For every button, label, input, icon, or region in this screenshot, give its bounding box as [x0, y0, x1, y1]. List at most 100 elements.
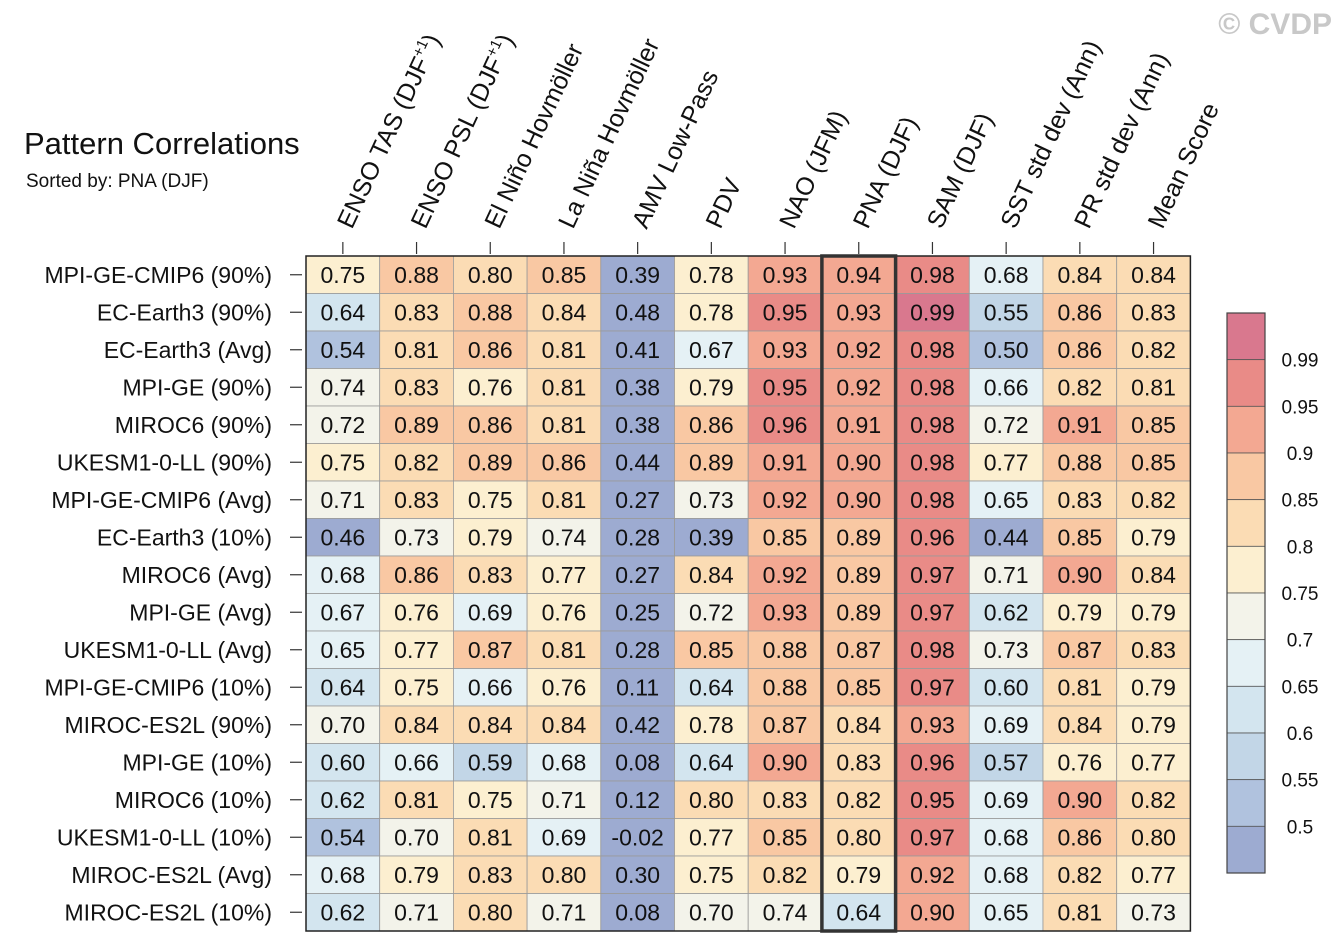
heatmap-cell: [1116, 518, 1191, 557]
watermark: © CVDP: [1218, 8, 1332, 41]
heatmap-cell: [968, 555, 1044, 594]
heatmap-cell: [1042, 330, 1118, 369]
cell-value: 0.62: [984, 599, 1029, 625]
cell-value: 0.80: [689, 787, 734, 813]
heatmap-cell: [526, 368, 602, 407]
cell-value: 0.91: [1057, 412, 1102, 438]
heatmap-cell: [452, 405, 528, 444]
cell-value: 0.79: [468, 524, 513, 550]
heatmap-cell: [305, 780, 381, 819]
heatmap-cell: [747, 330, 823, 369]
heatmap-cell: [1116, 705, 1191, 744]
heatmap-cell: [674, 368, 749, 407]
cell-value: 0.81: [394, 337, 439, 363]
heatmap-cell: [305, 555, 381, 594]
cell-value: 0.77: [1131, 749, 1176, 775]
cell-value: 0.82: [1131, 787, 1176, 813]
cell-value: 0.89: [836, 524, 881, 550]
cell-value: 0.79: [1057, 599, 1102, 625]
cell-value: 0.83: [836, 749, 881, 775]
cell-value: 0.44: [984, 524, 1029, 550]
cell-value: 0.82: [1057, 862, 1102, 888]
heatmap-cell: [1042, 480, 1118, 519]
heatmap-cell: [821, 743, 897, 782]
cell-value: 0.39: [615, 262, 660, 288]
row-label-ukesm1-0-ll-90: UKESM1-0-LL (90%): [57, 449, 272, 475]
row-label-ukesm1-0-ll-avg: UKESM1-0-LL (Avg): [64, 637, 272, 663]
cell-value: 0.85: [1057, 524, 1102, 550]
cell-value: 0.85: [836, 674, 881, 700]
heatmap-cell: [674, 480, 749, 519]
cell-value: 0.98: [910, 487, 955, 513]
heatmap-cell: [526, 293, 602, 332]
heatmap-cell: [821, 593, 897, 632]
cell-value: 0.90: [1057, 562, 1102, 588]
heatmap-cell: [674, 818, 749, 857]
cell-value: 0.73: [689, 487, 734, 513]
cell-value: 0.77: [542, 562, 587, 588]
cell-value: 0.88: [394, 262, 439, 288]
row-label-mpi-ge-cmip6-avg: MPI-GE-CMIP6 (Avg): [51, 487, 272, 513]
cell-value: 0.73: [394, 524, 439, 550]
heatmap-cell: [379, 480, 454, 519]
heatmap-cell: [452, 668, 528, 707]
cell-value: -0.02: [611, 824, 663, 850]
cell-value: 0.93: [910, 712, 955, 738]
cell-value: 0.64: [320, 674, 365, 700]
heatmap-cell: [600, 255, 675, 294]
cell-value: 0.55: [984, 299, 1029, 325]
heatmap-cell: [1042, 743, 1118, 782]
cell-value: 0.28: [615, 524, 660, 550]
cell-value: 0.83: [468, 562, 513, 588]
cell-value: 0.93: [763, 262, 808, 288]
heatmap-cell: [1116, 780, 1191, 819]
column-label-nao-jfm: NAO (JFM): [774, 106, 853, 232]
heatmap-cell: [674, 518, 749, 557]
row-label-ec-earth3-10: EC-Earth3 (10%): [97, 524, 272, 550]
cell-value: 0.92: [836, 374, 881, 400]
heatmap-cell: [600, 743, 675, 782]
cell-value: 0.97: [910, 599, 955, 625]
heatmap-cell: [821, 855, 897, 894]
heatmap-cell: [305, 293, 381, 332]
heatmap-cell: [526, 330, 602, 369]
cell-value: 0.92: [910, 862, 955, 888]
cell-value: 0.84: [689, 562, 734, 588]
cell-value: 0.97: [910, 824, 955, 850]
cell-value: 0.78: [689, 299, 734, 325]
cell-value: 0.98: [910, 449, 955, 475]
cell-value: 0.83: [1131, 299, 1176, 325]
cell-value: 0.92: [763, 487, 808, 513]
cell-value: 0.65: [984, 487, 1029, 513]
cell-value: 0.08: [615, 899, 660, 925]
cell-value: 0.44: [615, 449, 660, 475]
colorbar-tick-label: 0.9: [1287, 444, 1313, 465]
cell-value: 0.98: [910, 637, 955, 663]
cell-value: 0.98: [910, 337, 955, 363]
column-label-pdv: PDV: [700, 174, 747, 233]
cell-value: 0.48: [615, 299, 660, 325]
colorbar-tick-label: 0.8: [1287, 537, 1313, 558]
heatmap-cell: [600, 330, 675, 369]
cell-value: 0.60: [984, 674, 1029, 700]
colorbar-tick-label: 0.95: [1282, 397, 1319, 418]
cell-value: 0.96: [763, 412, 808, 438]
cell-value: 0.81: [1057, 899, 1102, 925]
cell-value: 0.87: [763, 712, 808, 738]
cell-value: 0.83: [468, 862, 513, 888]
cell-value: 0.75: [320, 262, 365, 288]
cell-value: 0.84: [1057, 712, 1102, 738]
heatmap-cell: [452, 555, 528, 594]
cell-value: 0.89: [468, 449, 513, 475]
heatmap-cell: [674, 593, 749, 632]
heatmap-cell: [968, 443, 1044, 482]
cell-value: 0.77: [984, 449, 1029, 475]
cell-value: 0.64: [689, 749, 734, 775]
highlighted-column-box: [820, 254, 898, 933]
row-label-ukesm1-0-ll-10: UKESM1-0-LL (10%): [57, 824, 272, 850]
heatmap-cell: [747, 293, 823, 332]
cell-value: 0.71: [984, 562, 1029, 588]
heatmap-cell: [895, 780, 970, 819]
cell-value: 0.86: [468, 412, 513, 438]
cell-value: 0.77: [689, 824, 734, 850]
